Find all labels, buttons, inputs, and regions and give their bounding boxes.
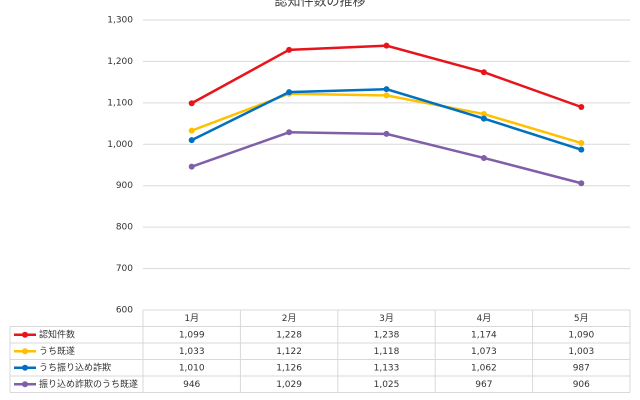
table-value: 1,174: [471, 330, 497, 340]
table-value: 1,003: [568, 347, 594, 357]
table-value: 1,073: [471, 347, 497, 357]
y-tick-label: 600: [116, 306, 133, 316]
legend-marker: [22, 364, 28, 371]
y-tick-label: 1,000: [107, 140, 133, 150]
data-point: [578, 180, 585, 187]
data-point: [188, 127, 195, 134]
data-point: [480, 115, 487, 122]
legend-marker: [22, 381, 28, 388]
legend-label: うち既遂: [39, 345, 75, 357]
data-point: [480, 154, 487, 161]
table-value: 1,122: [276, 347, 302, 357]
x-tick-label: 5月: [574, 313, 589, 324]
data-point: [286, 89, 293, 96]
data-point: [188, 163, 195, 170]
y-tick-label: 1,300: [107, 16, 133, 26]
legend-label: うち振り込め詐欺: [39, 361, 111, 373]
table-value: 946: [183, 380, 200, 390]
data-point: [188, 100, 195, 107]
table-value: 906: [573, 380, 590, 390]
table-value: 1,025: [374, 380, 400, 390]
y-tick-label: 900: [116, 181, 133, 191]
data-point: [480, 111, 487, 118]
chart-title: 認知件数の推移: [274, 0, 365, 10]
data-point: [383, 130, 390, 137]
table-value: 967: [475, 380, 492, 390]
table-value: 1,126: [276, 363, 302, 373]
table-value: 1,118: [374, 347, 400, 357]
table-value: 1,062: [471, 363, 497, 373]
legend-marker: [22, 331, 28, 338]
table-value: 1,010: [179, 363, 205, 373]
data-point: [188, 137, 195, 144]
data-point: [383, 92, 390, 99]
data-point: [480, 69, 487, 76]
y-tick-label: 700: [116, 264, 133, 274]
data-point: [383, 42, 390, 49]
data-point: [286, 46, 293, 53]
table-value: 1,099: [179, 330, 205, 340]
data-point: [286, 129, 293, 136]
table-value: 1,029: [276, 380, 302, 390]
x-tick-label: 3月: [379, 313, 394, 324]
y-tick-label: 800: [116, 223, 133, 233]
legend-label: 認知件数: [39, 328, 75, 340]
table-value: 987: [573, 363, 590, 373]
table-value: 1,228: [276, 330, 302, 340]
data-point: [578, 104, 585, 110]
legend-marker: [22, 348, 28, 355]
data-point: [383, 86, 390, 93]
x-tick-label: 1月: [184, 313, 199, 324]
data-point: [578, 140, 585, 147]
legend-label: 振り込め詐欺のうち既遂: [39, 378, 138, 390]
data-point: [578, 146, 585, 153]
table-value: 1,133: [374, 363, 400, 373]
y-tick-label: 1,100: [107, 98, 133, 108]
x-tick-label: 2月: [282, 313, 297, 324]
table-value: 1,090: [568, 330, 594, 340]
y-tick-label: 1,200: [107, 57, 133, 67]
table-value: 1,238: [374, 330, 400, 340]
table-value: 1,033: [179, 347, 205, 357]
x-tick-label: 4月: [477, 313, 492, 324]
series-line: [191, 131, 582, 185]
